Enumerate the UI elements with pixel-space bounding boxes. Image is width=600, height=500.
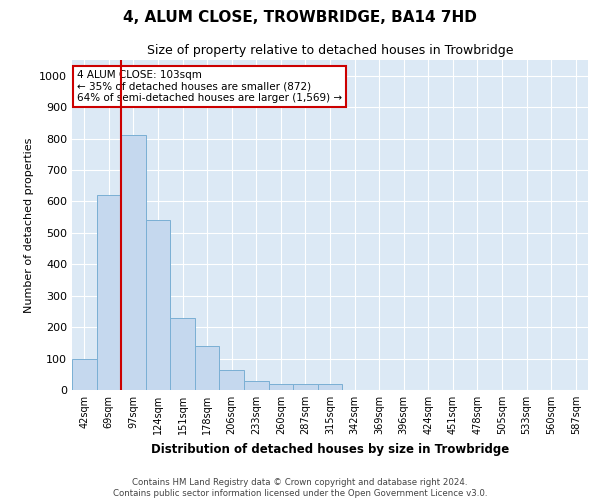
- Bar: [195, 346, 220, 390]
- Y-axis label: Number of detached properties: Number of detached properties: [23, 138, 34, 312]
- Bar: [269, 384, 293, 390]
- Title: Size of property relative to detached houses in Trowbridge: Size of property relative to detached ho…: [147, 44, 513, 58]
- Bar: [97, 195, 121, 390]
- Text: Contains HM Land Registry data © Crown copyright and database right 2024.
Contai: Contains HM Land Registry data © Crown c…: [113, 478, 487, 498]
- Text: 4 ALUM CLOSE: 103sqm
← 35% of detached houses are smaller (872)
64% of semi-deta: 4 ALUM CLOSE: 103sqm ← 35% of detached h…: [77, 70, 342, 103]
- Bar: [170, 318, 195, 390]
- Bar: [72, 358, 97, 390]
- Bar: [244, 380, 269, 390]
- X-axis label: Distribution of detached houses by size in Trowbridge: Distribution of detached houses by size …: [151, 442, 509, 456]
- Bar: [220, 370, 244, 390]
- Bar: [318, 384, 342, 390]
- Bar: [293, 384, 318, 390]
- Bar: [121, 136, 146, 390]
- Text: 4, ALUM CLOSE, TROWBRIDGE, BA14 7HD: 4, ALUM CLOSE, TROWBRIDGE, BA14 7HD: [123, 10, 477, 25]
- Bar: [146, 220, 170, 390]
